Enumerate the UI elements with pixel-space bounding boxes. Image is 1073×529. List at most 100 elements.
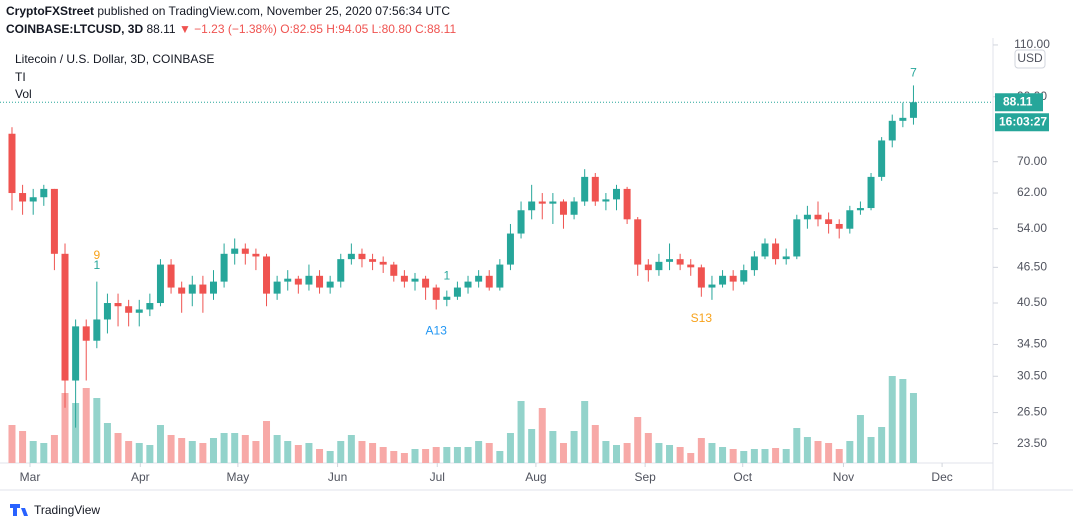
x-tick-label: Aug xyxy=(525,470,546,484)
candle-body xyxy=(209,281,217,294)
volume-bar xyxy=(570,431,578,463)
volume-bar xyxy=(82,388,90,463)
volume-bar xyxy=(517,401,525,463)
volume-bar xyxy=(178,438,186,463)
candle-body xyxy=(528,201,536,211)
candle-body xyxy=(125,306,133,313)
volume-bar xyxy=(496,451,504,463)
volume-bar xyxy=(740,451,748,463)
candle-body xyxy=(496,264,504,288)
candle-body xyxy=(103,303,111,320)
candle-body xyxy=(644,264,652,271)
published: published on TradingView.com, November 2… xyxy=(97,4,450,18)
volume-bar xyxy=(326,451,334,463)
volume-bar xyxy=(538,408,546,463)
ohlc: O:82.95 H:94.05 L:80.80 C:88.11 xyxy=(280,22,456,36)
candle-body xyxy=(846,210,854,229)
volume-bar xyxy=(559,443,567,463)
volume-bar xyxy=(666,445,674,463)
volume-bar xyxy=(825,443,833,463)
volume-bar xyxy=(156,425,164,463)
legend-vol: Vol xyxy=(15,87,32,101)
candle-body xyxy=(188,284,196,294)
volume-bar xyxy=(644,433,652,463)
volume-bar xyxy=(241,435,249,463)
volume-bar xyxy=(623,443,631,463)
candle-body xyxy=(740,270,748,282)
volume-bar xyxy=(432,447,440,463)
legend-ti: TI xyxy=(15,70,26,84)
annotation: 1 xyxy=(93,258,100,272)
annotation: 7 xyxy=(910,66,917,80)
candle-body xyxy=(708,284,716,288)
volume-bar xyxy=(697,438,705,463)
x-tick-label: Mar xyxy=(20,470,41,484)
candle-body xyxy=(623,188,631,220)
candle-body xyxy=(464,281,472,288)
candle-body xyxy=(793,219,801,257)
candle-body xyxy=(50,188,58,254)
volume-bar xyxy=(19,431,27,463)
brand-logo xyxy=(10,504,28,516)
candle-body xyxy=(909,102,917,118)
volume-bar xyxy=(422,449,430,463)
header-line: CryptoFXStreet published on TradingView.… xyxy=(6,4,450,18)
brand-name: TradingView xyxy=(34,503,100,517)
volume-bar xyxy=(294,445,302,463)
candle-body xyxy=(570,201,578,215)
candle-body xyxy=(443,296,451,300)
volume-bar xyxy=(220,433,228,463)
candle-body xyxy=(825,219,833,224)
countdown-box xyxy=(995,113,1049,132)
candle-body xyxy=(559,201,567,215)
candle-body xyxy=(750,256,758,271)
candle-body xyxy=(347,253,355,260)
y-tick-label: 30.50 xyxy=(1017,368,1047,382)
candle-body xyxy=(167,264,175,288)
annotation: S13 xyxy=(691,311,713,325)
volume-bar xyxy=(878,427,886,463)
candle-body xyxy=(390,264,398,276)
candle-body xyxy=(19,193,27,202)
candle-body xyxy=(538,201,546,204)
volume-bar xyxy=(846,441,854,463)
candle-body xyxy=(422,278,430,288)
candle-body xyxy=(613,188,621,200)
volume-bar xyxy=(888,376,896,463)
volume-bar xyxy=(443,447,451,463)
volume-bar xyxy=(793,428,801,463)
candle-body xyxy=(400,275,408,282)
x-tick-label: May xyxy=(227,470,250,484)
last-price-box xyxy=(995,93,1043,112)
candle-body xyxy=(687,264,695,268)
candle-body xyxy=(326,281,334,288)
volume-bar xyxy=(369,443,377,463)
volume-bar xyxy=(347,435,355,463)
candle-body xyxy=(252,253,260,257)
volume-bar xyxy=(729,449,737,463)
candle-body xyxy=(655,261,663,271)
candle-body xyxy=(549,201,557,204)
y-tick-label: 40.50 xyxy=(1017,295,1047,309)
volume-bar xyxy=(411,449,419,463)
volume-bar xyxy=(72,403,80,463)
countdown: 16:03:27 xyxy=(999,114,1047,128)
volume-bar xyxy=(231,433,239,463)
volume-bar xyxy=(708,443,716,463)
candle-body xyxy=(591,176,599,202)
volume-bar xyxy=(782,449,790,463)
volume-bar xyxy=(29,441,37,463)
candle-body xyxy=(453,287,461,297)
last: 88.11 xyxy=(146,22,175,36)
candle-body xyxy=(29,197,37,202)
y-tick-label: 54.00 xyxy=(1017,221,1047,235)
candle-body xyxy=(856,208,864,211)
volume-bar xyxy=(506,433,514,463)
candle-body xyxy=(697,267,705,288)
currency-box[interactable] xyxy=(1014,49,1046,69)
legend-title: Litecoin / U.S. Dollar, 3D, COINBASE xyxy=(15,52,214,66)
candle-body xyxy=(231,248,239,254)
volume-bar xyxy=(135,443,143,463)
volume-bar xyxy=(909,393,917,463)
volume-bar xyxy=(8,425,16,463)
